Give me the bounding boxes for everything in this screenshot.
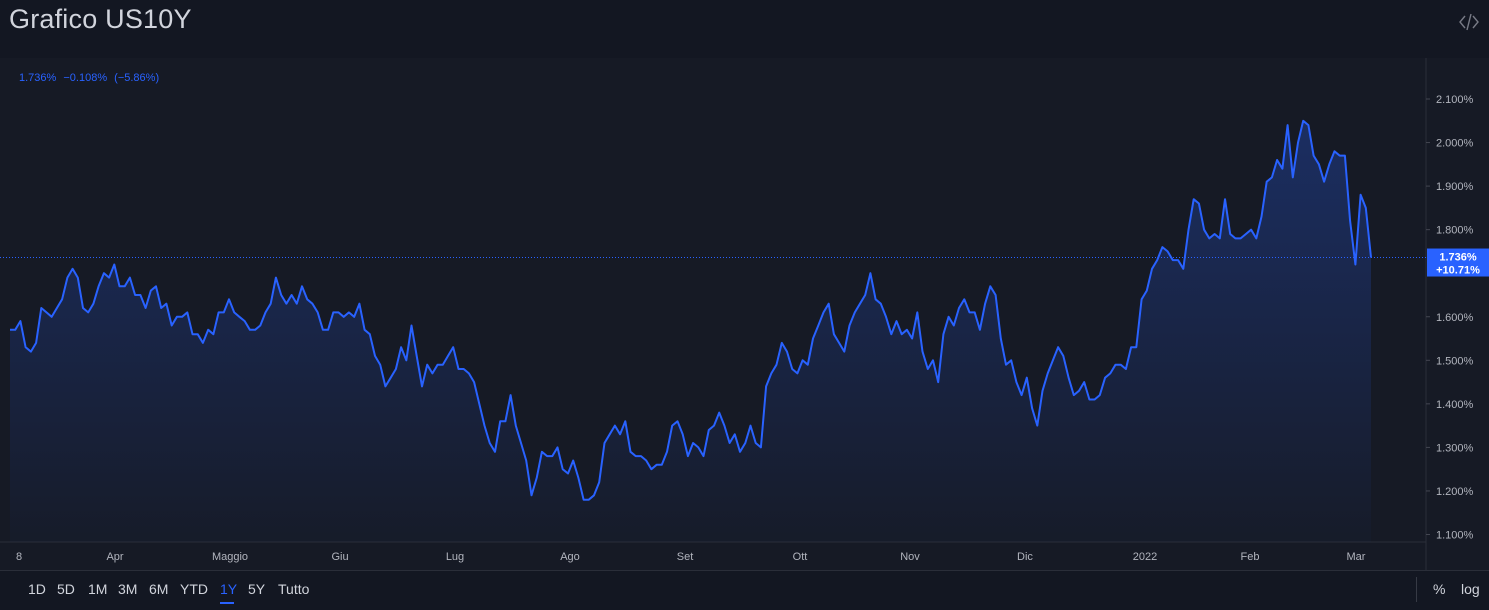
last-price-value: 1.736% bbox=[1439, 252, 1477, 264]
range-toolbar: 1D 5D 1M 3M 6M YTD 1Y 5Y Tutto % log bbox=[0, 570, 1489, 610]
x-tick-label: Set bbox=[677, 551, 694, 563]
y-tick-label: 2.000% bbox=[1436, 138, 1474, 150]
y-tick-label: 1.300% bbox=[1436, 442, 1474, 454]
range-button-1d[interactable]: 1D bbox=[28, 581, 46, 597]
x-tick-label: Ott bbox=[793, 551, 808, 563]
y-tick-label: 1.100% bbox=[1436, 530, 1474, 542]
range-button-5y[interactable]: 5Y bbox=[248, 581, 266, 597]
x-tick-label: Giu bbox=[331, 551, 348, 563]
x-tick-label: 8 bbox=[16, 551, 22, 563]
code-icon[interactable] bbox=[1457, 10, 1481, 34]
y-tick-label: 1.600% bbox=[1436, 312, 1474, 324]
range-button-3m[interactable]: 3M bbox=[118, 581, 138, 597]
range-button-1m[interactable]: 1M bbox=[88, 581, 108, 597]
y-tick-label: 1.500% bbox=[1436, 355, 1474, 367]
last-price-tag bbox=[1427, 248, 1489, 277]
x-tick-label: Ago bbox=[560, 551, 580, 563]
x-tick-label: Apr bbox=[106, 551, 123, 563]
chart-legend: 1.736% −0.108% (−5.86%) bbox=[19, 72, 163, 84]
series-area bbox=[10, 120, 1371, 543]
range-button-5d[interactable]: 5D bbox=[57, 581, 75, 597]
chart-title: Grafico US10Y bbox=[9, 4, 192, 34]
range-button-6m[interactable]: 6M bbox=[149, 581, 169, 597]
percent-toggle[interactable]: % bbox=[1433, 581, 1446, 597]
range-button-1y[interactable]: 1Y bbox=[220, 581, 238, 597]
range-button-ytd[interactable]: YTD bbox=[180, 581, 208, 597]
x-tick-label: Dic bbox=[1017, 551, 1033, 563]
legend-change: −0.108% bbox=[63, 72, 108, 84]
y-tick-label: 2.100% bbox=[1436, 94, 1474, 106]
x-tick-label: Lug bbox=[446, 551, 464, 563]
y-tick-label: 1.900% bbox=[1436, 181, 1474, 193]
x-tick-label: Feb bbox=[1241, 551, 1260, 563]
last-price-change: +10.71% bbox=[1436, 265, 1480, 277]
log-toggle[interactable]: log bbox=[1461, 581, 1480, 597]
toolbar-divider bbox=[1416, 577, 1417, 602]
y-tick-label: 1.400% bbox=[1436, 399, 1474, 411]
legend-change-pct: (−5.86%) bbox=[114, 72, 160, 84]
active-range-indicator bbox=[220, 602, 234, 604]
x-tick-label: 2022 bbox=[1133, 551, 1157, 563]
range-button-tutto[interactable]: Tutto bbox=[278, 581, 310, 597]
x-tick-label: Maggio bbox=[212, 551, 248, 563]
x-tick-label: Mar bbox=[1347, 551, 1366, 563]
x-tick-label: Nov bbox=[900, 551, 920, 563]
chart-header: Grafico US10Y bbox=[0, 0, 1489, 58]
y-tick-label: 1.800% bbox=[1436, 225, 1474, 237]
y-tick-label: 1.200% bbox=[1436, 486, 1474, 498]
series-line bbox=[10, 119, 1372, 501]
chart-area[interactable]: 2.100% 2.000% 1.900% 1.800% 1.600% 1.500% 1.40… bbox=[0, 58, 1489, 570]
price-chart[interactable]: 2.100% 2.000% 1.900% 1.800% 1.600% 1.500% 1.40… bbox=[0, 58, 1489, 570]
legend-value: 1.736% bbox=[19, 72, 57, 84]
